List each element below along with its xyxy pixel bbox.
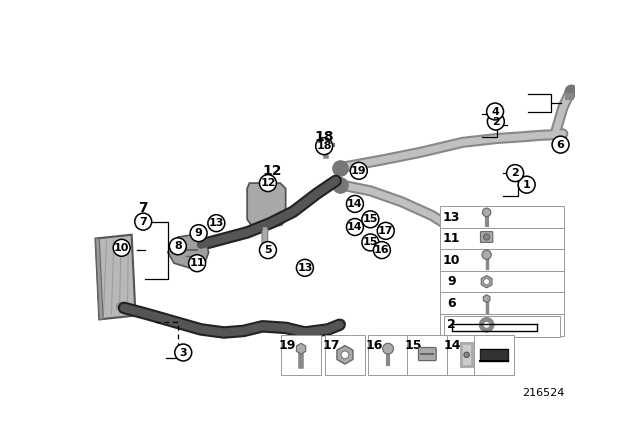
Circle shape bbox=[483, 208, 491, 217]
Bar bbox=[474, 335, 515, 375]
Bar bbox=[444, 315, 560, 337]
Text: 4: 4 bbox=[491, 107, 499, 116]
Polygon shape bbox=[247, 183, 285, 229]
Circle shape bbox=[190, 225, 207, 241]
Text: 11: 11 bbox=[189, 258, 205, 268]
Text: 7: 7 bbox=[140, 217, 147, 227]
Text: 6: 6 bbox=[557, 140, 564, 150]
Text: 11: 11 bbox=[442, 232, 460, 245]
Bar bbox=[281, 335, 321, 375]
Circle shape bbox=[346, 195, 364, 212]
Bar bbox=[440, 228, 564, 250]
Text: 216524: 216524 bbox=[522, 388, 564, 397]
Text: 12: 12 bbox=[263, 164, 282, 178]
Circle shape bbox=[170, 238, 186, 255]
Text: 15: 15 bbox=[363, 237, 378, 247]
Polygon shape bbox=[95, 238, 103, 319]
Text: 10: 10 bbox=[442, 254, 460, 267]
Circle shape bbox=[518, 176, 535, 193]
Circle shape bbox=[373, 241, 390, 258]
Circle shape bbox=[482, 250, 492, 259]
Circle shape bbox=[464, 352, 469, 358]
Text: 17: 17 bbox=[323, 339, 340, 352]
Text: 13: 13 bbox=[442, 211, 460, 224]
Text: 14: 14 bbox=[347, 199, 363, 209]
Bar bbox=[440, 293, 564, 314]
Text: 16: 16 bbox=[365, 339, 383, 352]
Text: 19: 19 bbox=[278, 339, 296, 352]
Circle shape bbox=[484, 279, 490, 285]
Text: 18: 18 bbox=[314, 130, 334, 144]
Circle shape bbox=[488, 113, 504, 130]
Polygon shape bbox=[95, 235, 136, 319]
Circle shape bbox=[175, 344, 192, 361]
Polygon shape bbox=[483, 295, 490, 302]
Circle shape bbox=[362, 211, 379, 228]
Bar bbox=[325, 335, 365, 375]
Bar bbox=[440, 250, 564, 271]
Circle shape bbox=[486, 103, 504, 120]
Circle shape bbox=[208, 215, 225, 232]
Circle shape bbox=[259, 175, 276, 192]
Circle shape bbox=[113, 239, 130, 256]
Text: 9: 9 bbox=[195, 228, 203, 238]
FancyBboxPatch shape bbox=[481, 232, 493, 242]
Bar bbox=[447, 335, 486, 375]
Text: 13: 13 bbox=[297, 263, 312, 273]
Text: 2: 2 bbox=[492, 116, 500, 126]
Text: 15: 15 bbox=[404, 339, 422, 352]
Text: 13: 13 bbox=[209, 218, 224, 228]
Circle shape bbox=[259, 241, 276, 258]
Text: 8: 8 bbox=[174, 241, 182, 251]
Polygon shape bbox=[296, 343, 306, 354]
Text: 6: 6 bbox=[447, 297, 456, 310]
Polygon shape bbox=[337, 345, 353, 364]
Text: 2: 2 bbox=[447, 318, 456, 332]
Text: 2: 2 bbox=[511, 168, 519, 178]
Text: 17: 17 bbox=[378, 226, 394, 236]
Circle shape bbox=[484, 234, 490, 240]
Bar bbox=[440, 271, 564, 293]
Text: 15: 15 bbox=[363, 214, 378, 224]
Text: 7: 7 bbox=[138, 201, 148, 215]
Circle shape bbox=[135, 213, 152, 230]
Text: 16: 16 bbox=[374, 245, 390, 255]
Text: 12: 12 bbox=[260, 178, 276, 188]
Circle shape bbox=[507, 165, 524, 181]
Circle shape bbox=[362, 234, 379, 251]
Circle shape bbox=[189, 255, 205, 271]
Text: 5: 5 bbox=[264, 245, 272, 255]
Bar bbox=[440, 314, 564, 336]
Circle shape bbox=[552, 136, 569, 153]
Text: 14: 14 bbox=[347, 222, 363, 232]
Text: 19: 19 bbox=[351, 166, 367, 176]
Bar bbox=[407, 335, 447, 375]
FancyBboxPatch shape bbox=[419, 348, 436, 361]
Text: 10: 10 bbox=[114, 243, 129, 253]
Polygon shape bbox=[481, 276, 492, 288]
Circle shape bbox=[378, 222, 394, 239]
Text: 14: 14 bbox=[444, 339, 461, 352]
Circle shape bbox=[383, 343, 394, 354]
Text: 9: 9 bbox=[447, 275, 456, 288]
Bar bbox=[368, 335, 408, 375]
Circle shape bbox=[296, 259, 314, 276]
Circle shape bbox=[350, 162, 367, 179]
Text: 3: 3 bbox=[179, 348, 187, 358]
Circle shape bbox=[346, 219, 364, 236]
Bar bbox=[440, 206, 564, 228]
Circle shape bbox=[341, 351, 349, 359]
Circle shape bbox=[316, 138, 333, 155]
Text: 18: 18 bbox=[316, 141, 332, 151]
Polygon shape bbox=[168, 235, 209, 268]
Text: 1: 1 bbox=[523, 180, 531, 190]
